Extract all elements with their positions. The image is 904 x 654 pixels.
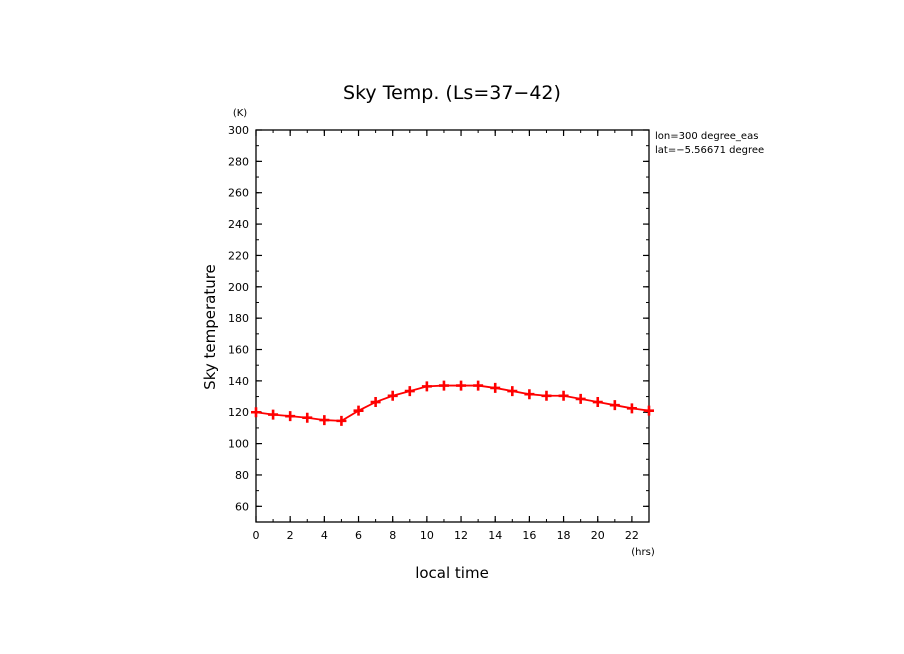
x-tick-label: 6 — [355, 529, 362, 542]
x-tick-label: 12 — [454, 529, 468, 542]
y-tick-label: 180 — [228, 312, 249, 325]
data-point-marker — [456, 380, 467, 391]
data-point-marker — [490, 382, 501, 393]
data-point-marker — [609, 400, 620, 411]
x-axis-label: local time — [415, 564, 489, 582]
data-point-marker — [421, 381, 432, 392]
y-tick-label: 220 — [228, 249, 249, 262]
y-tick-label: 240 — [228, 218, 249, 231]
plot-area: 0 2 4 6 8 10 12 14 16 18 20 22 60 80 100 120 140 160 180 20… — [228, 124, 654, 542]
data-point-marker — [473, 380, 484, 391]
y-tick-label: 140 — [228, 375, 249, 388]
y-tick-label: 160 — [228, 344, 249, 357]
data-point-marker — [644, 405, 654, 416]
data-point-marker — [541, 390, 552, 401]
y-tick-label: 60 — [235, 500, 249, 513]
x-tick-label: 20 — [591, 529, 605, 542]
x-tick-label: 22 — [625, 529, 639, 542]
data-point-marker — [387, 390, 398, 401]
data-point-marker — [370, 397, 381, 408]
y-tick-label: 260 — [228, 187, 249, 200]
x-tick-label: 14 — [488, 529, 502, 542]
data-point-marker — [575, 393, 586, 404]
data-point-marker — [404, 386, 415, 397]
x-tick-label: 16 — [522, 529, 536, 542]
data-point-marker — [268, 409, 279, 420]
y-tick-label: 300 — [228, 124, 249, 137]
y-axis-label: Sky temperature — [201, 264, 219, 390]
y-tick-label: 280 — [228, 155, 249, 168]
data-point-marker — [336, 415, 347, 426]
data-point-marker — [302, 412, 313, 423]
data-point-marker — [558, 390, 569, 401]
x-tick-label: 0 — [253, 529, 260, 542]
annotation-lon: lon=300 degree_eas — [655, 131, 758, 142]
y-unit-label: (K) — [233, 108, 247, 119]
x-tick-label: 4 — [321, 529, 328, 542]
data-point-marker — [507, 386, 518, 397]
x-tick-label: 10 — [420, 529, 434, 542]
data-point-marker — [592, 397, 603, 408]
y-tick-label: 120 — [228, 406, 249, 419]
series-line — [255, 384, 650, 422]
x-tick-label: 8 — [389, 529, 396, 542]
y-tick-label: 200 — [228, 281, 249, 294]
data-point-marker — [353, 405, 364, 416]
data-point-marker — [626, 403, 637, 414]
y-tick-label: 100 — [228, 438, 249, 451]
data-point-marker — [524, 389, 535, 400]
data-point-marker — [319, 415, 330, 426]
plot-frame — [255, 129, 650, 523]
annotation-lat: lat=−5.56671 degree — [655, 145, 764, 156]
data-point-marker — [438, 380, 449, 391]
data-point-marker — [251, 407, 261, 418]
data-point-marker — [285, 411, 296, 422]
x-unit-label: (hrs) — [631, 547, 655, 558]
chart-title: Sky Temp. (Ls=37−42) — [343, 82, 561, 104]
x-tick-label: 2 — [287, 529, 294, 542]
x-tick-label: 18 — [557, 529, 571, 542]
y-tick-label: 80 — [235, 469, 249, 482]
